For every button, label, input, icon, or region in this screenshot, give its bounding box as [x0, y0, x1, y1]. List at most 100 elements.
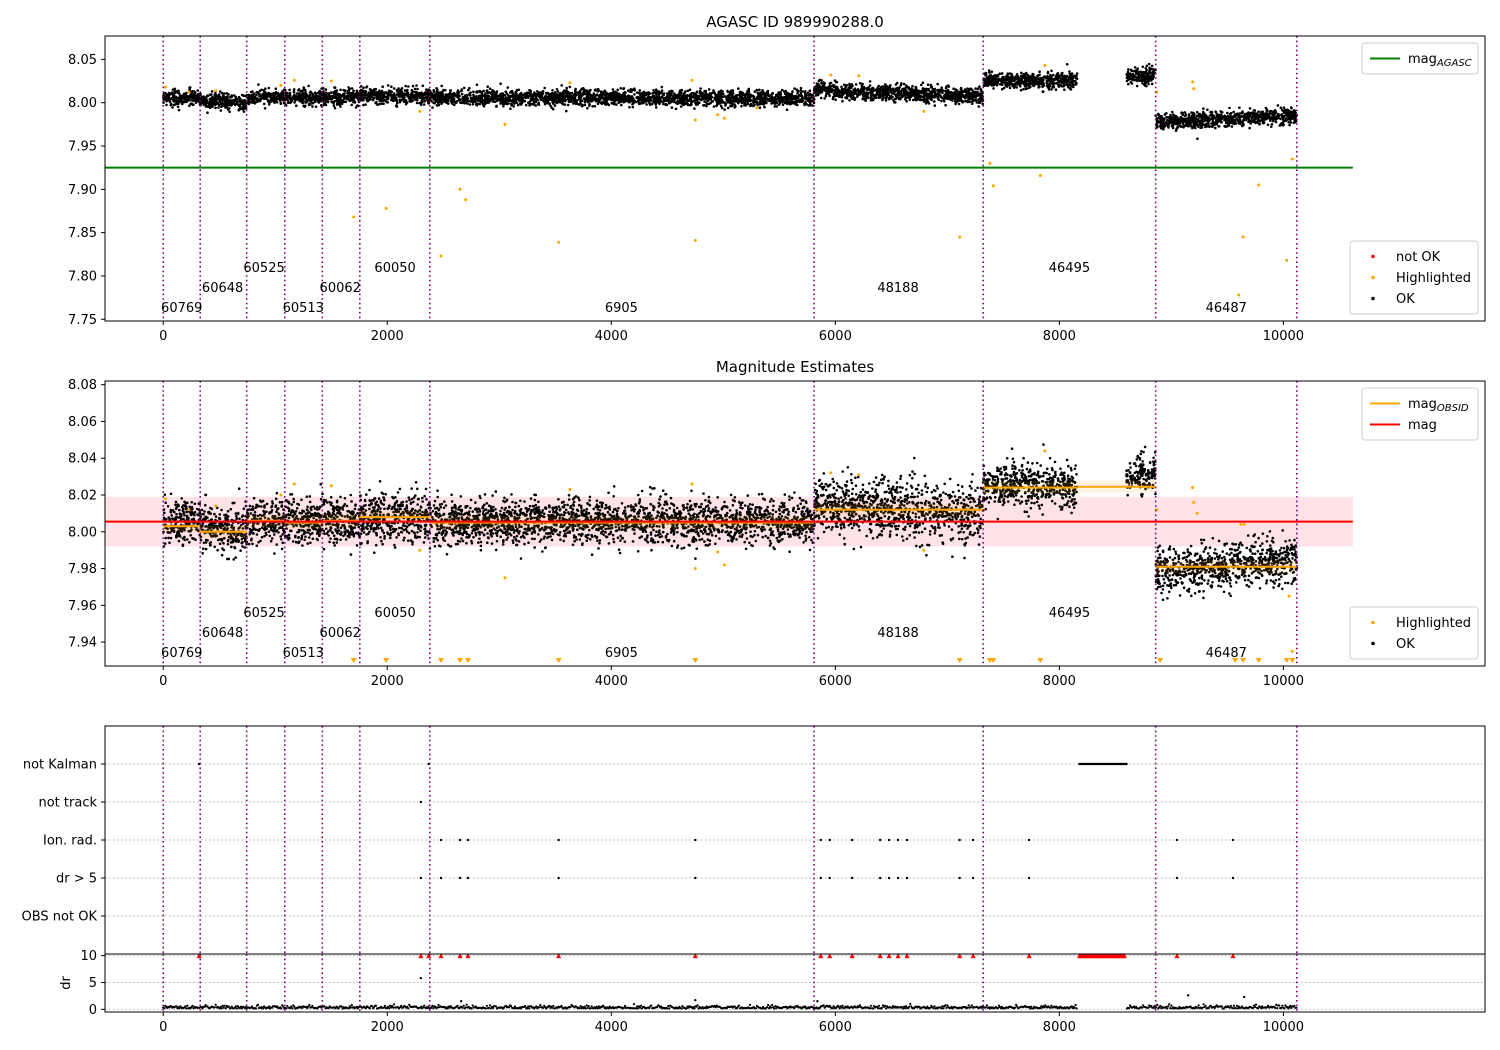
ok-point [446, 99, 450, 103]
ok-point [627, 95, 630, 99]
ok-point [795, 96, 798, 100]
ok-point [819, 96, 823, 100]
ok-point [1015, 86, 1018, 89]
ok-point [364, 103, 367, 106]
ok-point [670, 94, 673, 97]
ok-point [446, 95, 450, 99]
ok-point [658, 97, 662, 100]
ok-point [517, 88, 521, 92]
ok-point [586, 106, 589, 110]
ok-point [494, 96, 498, 100]
ok-point [488, 98, 492, 101]
ok-point [703, 89, 706, 93]
ok-point [845, 83, 848, 87]
ok-point [338, 103, 342, 106]
ok-point [369, 88, 373, 92]
ok-point [475, 83, 479, 86]
ok-point [856, 88, 860, 91]
ok-point [544, 99, 547, 102]
ok-point [228, 103, 231, 107]
ok-point [920, 83, 923, 87]
ok-point [573, 96, 577, 99]
ok-point [211, 105, 214, 108]
ok-point [643, 94, 647, 97]
ok-point [423, 99, 426, 103]
ok-point [563, 91, 567, 94]
ok-point [441, 94, 444, 98]
ok-point [352, 89, 355, 92]
ok-point [383, 95, 386, 99]
ok-point [164, 91, 167, 95]
ok-point [799, 86, 803, 90]
ok-point [1010, 72, 1013, 76]
ok-point [981, 102, 984, 106]
ok-point [578, 95, 582, 98]
ok-point [1002, 86, 1006, 90]
ok-point [611, 88, 615, 91]
ok-point [984, 71, 988, 75]
ok-point [411, 99, 414, 103]
ok-point [699, 87, 702, 90]
ok-point [937, 98, 940, 102]
ok-point [506, 86, 510, 89]
ok-point [732, 95, 736, 99]
ok-point [337, 101, 341, 104]
ok-point [773, 102, 777, 105]
ok-point [233, 98, 237, 101]
ok-point [383, 91, 386, 95]
ok-point [219, 98, 223, 101]
ok-point [737, 87, 740, 90]
ok-point [1041, 90, 1045, 93]
ok-point [712, 105, 716, 108]
ok-point [339, 94, 342, 98]
ok-point [616, 88, 619, 92]
ok-point [515, 98, 519, 101]
ok-point [295, 92, 299, 95]
ok-point [940, 99, 943, 103]
ok-point [636, 95, 639, 99]
ok-point [1054, 88, 1058, 91]
ok-point [202, 103, 205, 107]
ok-point [630, 97, 634, 100]
ok-point [796, 103, 799, 107]
ok-point [675, 101, 678, 105]
ok-point [959, 87, 963, 91]
ok-point [288, 91, 292, 95]
ok-point [554, 91, 557, 94]
ok-point [818, 90, 822, 93]
ok-point [284, 88, 287, 92]
ok-point [588, 96, 592, 100]
ok-point [425, 96, 429, 99]
ok-point [516, 94, 519, 97]
ok-point [482, 94, 485, 97]
ok-point [827, 92, 830, 96]
ok-point [404, 102, 408, 106]
ok-point [808, 89, 812, 92]
ok-point [575, 101, 578, 104]
ok-point [421, 84, 425, 88]
ok-point [531, 99, 535, 102]
ok-point [779, 90, 782, 94]
ok-point [1020, 71, 1023, 75]
ok-point [905, 84, 908, 87]
ok-point [910, 91, 913, 94]
ok-point [761, 100, 764, 103]
ok-point [843, 83, 846, 87]
ok-point [443, 96, 446, 99]
ok-point [437, 95, 441, 99]
ok-point [848, 82, 851, 86]
ok-point [861, 93, 865, 97]
ok-point [510, 89, 514, 93]
ok-point [471, 102, 475, 106]
ok-point [582, 89, 586, 93]
ok-point [645, 103, 648, 106]
ok-point [726, 90, 730, 93]
ok-point [583, 103, 587, 107]
ok-point [766, 90, 769, 94]
ok-point [1061, 71, 1064, 75]
ok-point [190, 92, 193, 95]
ok-point [648, 91, 651, 95]
ok-point [288, 93, 292, 97]
ok-point [859, 91, 862, 94]
ok-point [314, 105, 318, 108]
